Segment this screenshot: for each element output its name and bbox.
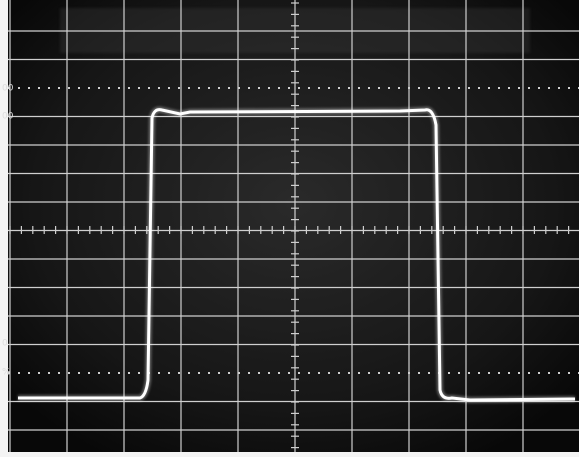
screen <box>8 0 579 452</box>
scale-label: 00 <box>2 84 14 94</box>
trace-line <box>18 108 576 402</box>
scale-label: 0 <box>2 339 8 349</box>
trace <box>18 106 576 404</box>
scale-label: 00 <box>2 112 14 122</box>
scale-label: % <box>2 368 11 378</box>
graticule <box>8 0 579 452</box>
scale-labels: 00 00 0 % <box>2 84 14 378</box>
